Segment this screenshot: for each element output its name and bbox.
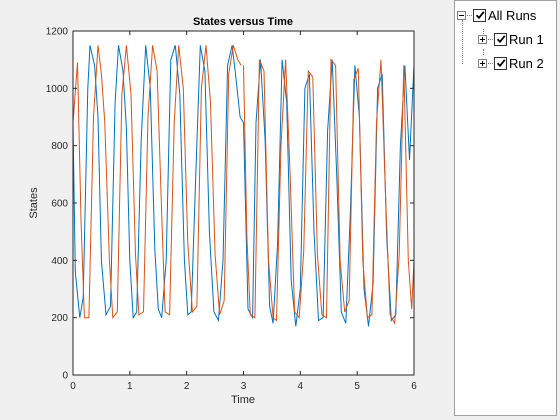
all-runs-checkbox[interactable] <box>473 8 486 22</box>
y-tick-label: 0 <box>62 371 68 382</box>
series-line-2 <box>72 45 242 320</box>
chart-title: States versus Time <box>193 16 293 28</box>
run-2-checkbox[interactable] <box>494 56 507 70</box>
x-tick-label: 2 <box>184 381 190 392</box>
runs-tree-panel: All Runs Run 1 Run 2 <box>454 0 557 416</box>
y-axis-label: States <box>28 187 40 219</box>
y-tick-label: 200 <box>51 313 68 324</box>
tree-connector-line <box>483 49 484 55</box>
run-2-label: Run 2 <box>509 55 544 71</box>
all-runs-label: All Runs <box>488 7 537 23</box>
x-axis-label: Time <box>231 394 255 406</box>
checkmark-icon <box>496 59 506 68</box>
expand-icon[interactable] <box>478 34 487 44</box>
x-tick-label: 3 <box>241 381 247 392</box>
collapse-icon[interactable] <box>457 10 466 20</box>
y-tick-label: 600 <box>51 199 68 210</box>
states-plot: 0 1 2 3 4 5 6 0 200 400 600 800 1000 1200 States vers… <box>28 16 417 406</box>
y-tick-label: 800 <box>51 141 68 152</box>
series-layer <box>72 45 415 327</box>
x-tick-label: 0 <box>70 381 76 392</box>
ticks-layer: 0 1 2 3 4 5 6 0 200 400 600 800 1000 1200 <box>46 27 417 393</box>
expand-icon[interactable] <box>478 58 487 68</box>
x-tick-label: 5 <box>354 381 360 392</box>
tree-node-all-runs[interactable]: All Runs <box>457 6 536 24</box>
tree-connector-line <box>483 29 484 36</box>
run-1-label: Run 1 <box>509 31 544 47</box>
run-1-checkbox[interactable] <box>494 32 507 46</box>
checkmark-icon <box>496 35 506 44</box>
series-line-1 <box>72 45 244 323</box>
tree-connector-line <box>488 62 493 64</box>
tree-node-run-1[interactable]: Run 1 <box>478 30 544 48</box>
x-tick-label: 1 <box>127 381 133 392</box>
checkmark-icon <box>475 11 485 20</box>
tree-node-run-2[interactable]: Run 2 <box>478 54 544 72</box>
y-tick-label: 400 <box>51 256 68 267</box>
tree-connector-line <box>488 38 493 40</box>
series-line-4 <box>243 58 415 326</box>
x-tick-label: 4 <box>298 381 304 392</box>
plot-panel: 0 1 2 3 4 5 6 0 200 400 600 800 1000 1200 States vers… <box>28 16 418 406</box>
y-tick-label: 1000 <box>46 84 69 95</box>
y-tick-label: 1200 <box>46 27 69 38</box>
x-tick-label: 6 <box>411 381 417 392</box>
tree-connector-line <box>462 20 463 64</box>
tree-connector-line <box>467 14 472 16</box>
